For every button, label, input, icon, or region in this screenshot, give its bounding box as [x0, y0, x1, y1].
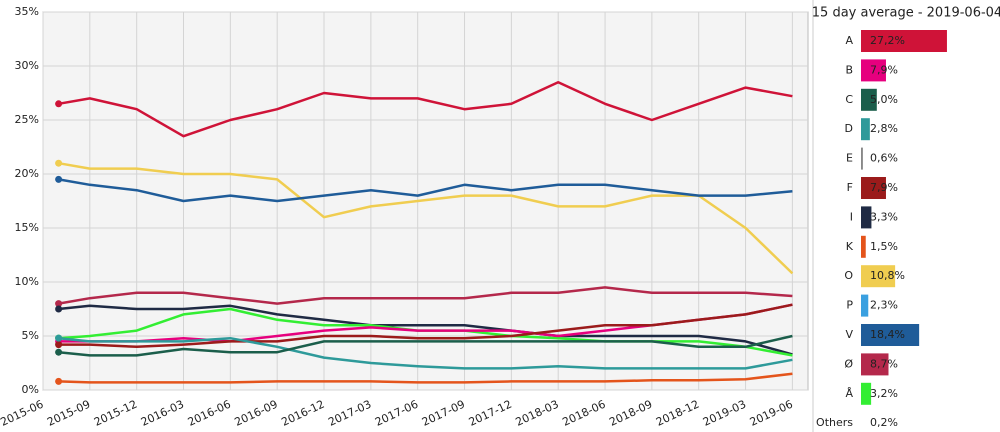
bar: [861, 30, 947, 52]
series-start: [55, 300, 63, 308]
category-label: Å: [845, 387, 853, 400]
value-label: 0,6%: [870, 152, 898, 165]
bar: [861, 382, 872, 405]
category-label: V: [845, 328, 853, 341]
series-start: [55, 175, 63, 183]
x-tick-label: 2017-09: [420, 398, 467, 429]
x-tick-label: 2019-06: [748, 398, 795, 429]
bar: [861, 294, 869, 317]
category-label: I: [850, 210, 853, 223]
x-tick-label: 2017-03: [326, 398, 373, 429]
series-line: [58, 334, 793, 357]
y-tick-label: 10%: [15, 275, 39, 288]
x-tick-label: 2016-06: [186, 398, 233, 429]
category-label: Others: [816, 416, 853, 429]
series-line: [58, 304, 793, 356]
x-tick-label: 2018-09: [607, 398, 654, 429]
value-label: 3,2%: [870, 387, 898, 400]
value-label: 2,8%: [870, 122, 898, 135]
bar: [861, 147, 863, 170]
category-label: D: [845, 122, 853, 135]
series-line: [58, 336, 793, 370]
category-label: O: [844, 269, 853, 282]
category-label: P: [846, 299, 853, 312]
bar: [861, 88, 877, 111]
x-tick-label: 2016-03: [139, 398, 186, 429]
x-tick-label: 2018-06: [560, 398, 607, 429]
series-start: [55, 377, 63, 385]
category-label: B: [845, 63, 853, 76]
series-line: [58, 372, 793, 384]
series-start: [55, 341, 63, 349]
value-label: 3,3%: [870, 210, 898, 223]
value-label: 2,3%: [870, 299, 898, 312]
series-line: [58, 178, 793, 203]
value-label: 1,5%: [870, 240, 898, 253]
x-tick-label: 2016-09: [233, 398, 280, 429]
series-line: [58, 286, 793, 305]
y-tick-label: 25%: [15, 113, 39, 126]
panel-title: 15 day average - 2019-06-04: [812, 6, 1000, 21]
category-label: F: [847, 181, 853, 194]
category-label: E: [846, 152, 853, 165]
value-label: 7,9%: [870, 63, 898, 76]
x-tick-label: 2015-09: [45, 398, 92, 429]
series-start: [55, 348, 63, 356]
x-tick-label: 2015-12: [92, 398, 139, 429]
bar: [861, 353, 889, 376]
value-label: 18,4%: [870, 328, 905, 341]
x-tick-label: 2017-06: [373, 398, 420, 429]
value-label: 5,0%: [870, 93, 898, 106]
y-tick-label: 20%: [15, 167, 39, 180]
x-tick-label: 2017-12: [467, 398, 514, 429]
series-start: [55, 100, 63, 108]
bar: [861, 177, 886, 199]
bar: [861, 265, 896, 288]
category-label: C: [845, 93, 853, 106]
series-start: [55, 159, 63, 167]
category-label: A: [845, 34, 853, 47]
series-start: [55, 305, 63, 313]
series-line: [58, 303, 793, 349]
category-label: K: [846, 240, 854, 253]
y-tick-label: 30%: [15, 59, 39, 72]
category-label: Ø: [844, 357, 853, 370]
y-tick-label: 35%: [15, 5, 39, 18]
series-line: [58, 80, 793, 138]
value-label: 10,8%: [870, 269, 905, 282]
y-tick-label: 5%: [22, 329, 39, 342]
y-tick-label: 0%: [22, 383, 39, 396]
x-tick-label: 2018-03: [514, 398, 561, 429]
value-label: 27,2%: [870, 34, 905, 47]
value-label: 7,9%: [870, 181, 898, 194]
bar: [861, 235, 866, 258]
x-tick-label: 2016-12: [279, 398, 326, 429]
x-tick-label: 2018-12: [654, 398, 701, 429]
series-start: [55, 334, 63, 342]
bar: [861, 59, 886, 82]
value-label: 8,7%: [870, 357, 898, 370]
bar: [861, 412, 862, 432]
x-tick-label: 2019-03: [701, 398, 748, 429]
value-label: 0,2%: [870, 416, 898, 429]
y-tick-label: 15%: [15, 221, 39, 234]
bar: [861, 118, 870, 141]
bar: [861, 324, 920, 346]
x-tick-label: 2015-06: [0, 398, 46, 429]
series-line: [58, 161, 794, 275]
bar: [861, 206, 872, 229]
